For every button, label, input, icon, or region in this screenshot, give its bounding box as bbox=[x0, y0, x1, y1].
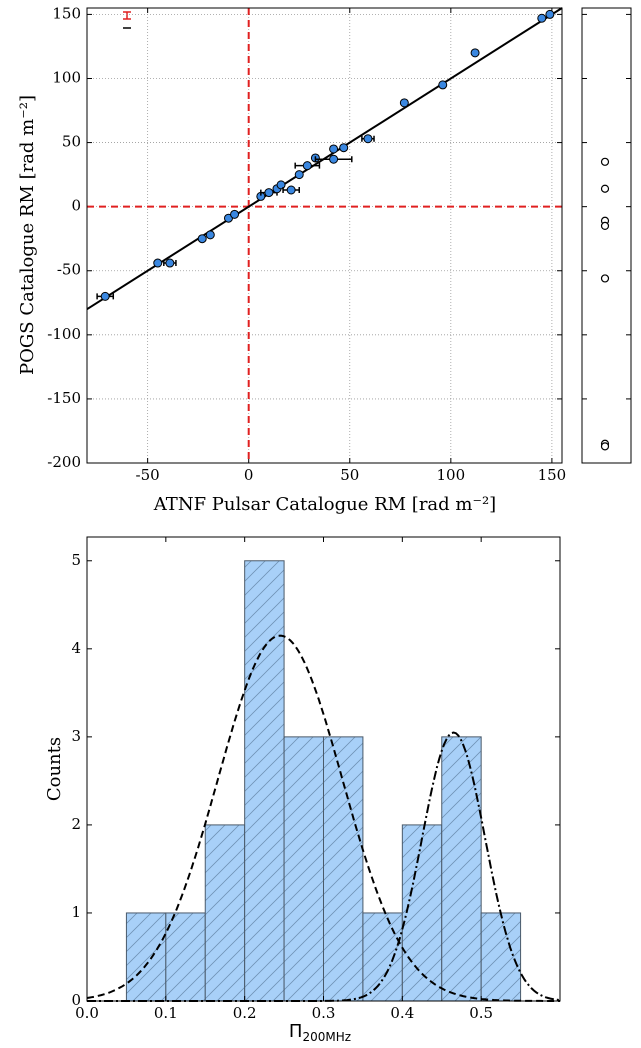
data-point bbox=[294, 170, 304, 180]
data-point bbox=[276, 180, 286, 190]
side-point bbox=[600, 274, 610, 283]
data-point bbox=[264, 188, 274, 198]
histogram-bar-hatch bbox=[480, 912, 522, 1002]
axes-frame bbox=[86, 7, 563, 464]
y-tick-label: 2 bbox=[71, 815, 81, 833]
x-tick-label: 0.4 bbox=[390, 1004, 414, 1022]
x-tick-label: 0.3 bbox=[312, 1004, 336, 1022]
data-point bbox=[470, 48, 480, 58]
side-point bbox=[600, 442, 610, 451]
data-point bbox=[165, 258, 175, 268]
y-tick-label: 0 bbox=[71, 197, 81, 215]
histogram-bar-hatch bbox=[165, 912, 206, 1002]
data-point bbox=[302, 161, 312, 171]
y-tick-label: 1 bbox=[71, 903, 81, 921]
data-point bbox=[399, 98, 409, 108]
histogram-bar-hatch bbox=[401, 824, 443, 1002]
data-point bbox=[545, 9, 555, 19]
data-point bbox=[100, 291, 110, 301]
data-point bbox=[197, 234, 207, 244]
x-tick-label: 0 bbox=[244, 466, 254, 484]
axes-frame bbox=[581, 7, 632, 464]
y-axis-label: Counts bbox=[44, 737, 65, 801]
x-tick-label: 0.2 bbox=[233, 1004, 257, 1022]
y-tick-label: 5 bbox=[71, 551, 81, 569]
x-tick-label: 0.5 bbox=[469, 1004, 493, 1022]
data-point bbox=[286, 185, 296, 195]
data-point bbox=[230, 209, 240, 219]
x-axis-label: Π200MHz bbox=[289, 1021, 351, 1044]
data-point bbox=[339, 143, 349, 153]
y-tick-label: -150 bbox=[47, 389, 81, 407]
x-axis-label: ATNF Pulsar Catalogue RM [rad m⁻²] bbox=[153, 494, 496, 515]
x-tick-label: -50 bbox=[136, 466, 160, 484]
side-point bbox=[600, 184, 610, 193]
side-point bbox=[600, 221, 610, 230]
data-point bbox=[537, 13, 547, 23]
data-point bbox=[363, 134, 373, 144]
x-axis-label-main: Π bbox=[289, 1021, 303, 1042]
data-point bbox=[153, 258, 163, 268]
data-point bbox=[205, 230, 215, 240]
histogram-bar-hatch bbox=[283, 736, 325, 1002]
x-axis-label-sub: 200MHz bbox=[302, 1030, 351, 1044]
y-tick-label: 100 bbox=[52, 68, 81, 86]
histogram-bar-hatch bbox=[362, 912, 403, 1002]
histogram-bar-hatch bbox=[323, 736, 364, 1002]
x-tick-label: 150 bbox=[538, 466, 567, 484]
data-point bbox=[329, 154, 339, 164]
data-point bbox=[329, 144, 339, 154]
y-axis-label: POGS Catalogue RM [rad m⁻²] bbox=[17, 95, 38, 375]
y-tick-label: -200 bbox=[47, 453, 81, 471]
axes-frame bbox=[86, 536, 561, 1002]
histogram-bar-hatch bbox=[204, 824, 246, 1002]
x-tick-label: 100 bbox=[437, 466, 466, 484]
x-tick-label: 50 bbox=[340, 466, 359, 484]
histogram-bar-hatch bbox=[244, 560, 285, 1002]
histogram-bar-hatch bbox=[441, 736, 482, 1002]
y-tick-label: -50 bbox=[57, 261, 81, 279]
histogram-bar-hatch bbox=[125, 912, 167, 1002]
y-tick-label: 50 bbox=[62, 133, 81, 151]
x-tick-label: 0.1 bbox=[154, 1004, 178, 1022]
y-tick-label: 4 bbox=[71, 639, 81, 657]
side-point bbox=[600, 157, 610, 166]
y-tick-label: 3 bbox=[71, 727, 81, 745]
y-tick-label: -100 bbox=[47, 325, 81, 343]
gaussian-fit bbox=[87, 731, 561, 1002]
y-tick-label: 150 bbox=[52, 4, 81, 22]
x-tick-label: 0.0 bbox=[75, 1004, 99, 1022]
data-point bbox=[438, 80, 448, 90]
y-tick-label: 0 bbox=[71, 991, 81, 1009]
